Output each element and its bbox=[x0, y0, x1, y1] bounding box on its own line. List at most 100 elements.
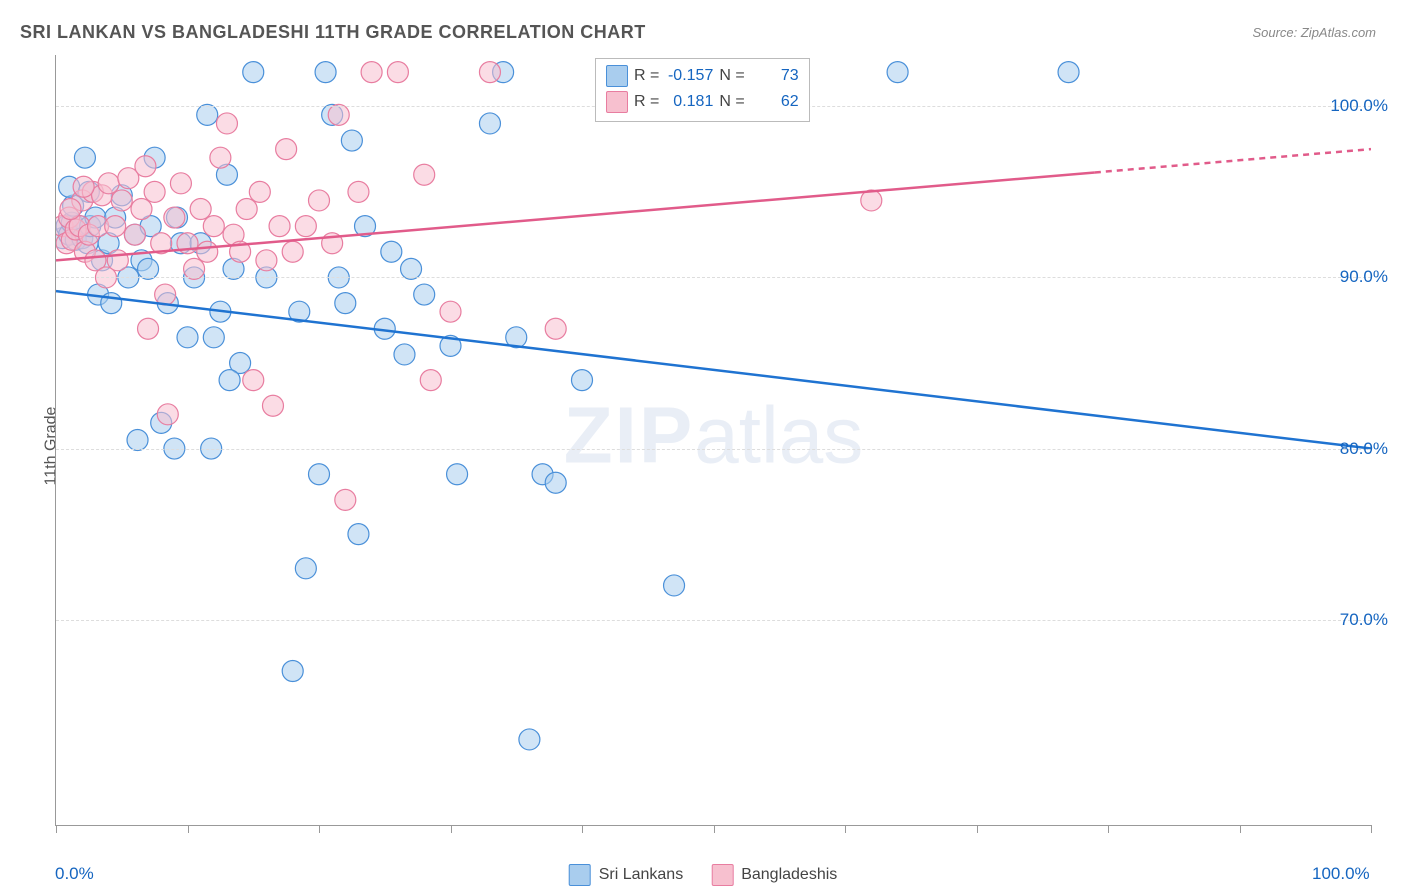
scatter-point bbox=[479, 62, 500, 83]
x-tick bbox=[188, 825, 189, 833]
legend-r-value: 0.181 bbox=[665, 93, 713, 111]
scatter-point bbox=[315, 62, 336, 83]
scatter-point bbox=[219, 370, 240, 391]
scatter-point bbox=[887, 62, 908, 83]
scatter-point bbox=[203, 216, 224, 237]
scatter-point bbox=[414, 284, 435, 305]
x-tick bbox=[845, 825, 846, 833]
scatter-point bbox=[394, 344, 415, 365]
scatter-point bbox=[249, 181, 270, 202]
scatter-point bbox=[1058, 62, 1079, 83]
x-tick-label: 100.0% bbox=[1312, 864, 1370, 884]
plot-svg bbox=[56, 55, 1371, 825]
legend-n-label: N = bbox=[719, 93, 744, 111]
legend-row: R = -0.157 N = 73 bbox=[606, 63, 799, 89]
x-tick bbox=[1240, 825, 1241, 833]
scatter-point bbox=[184, 258, 205, 279]
legend-series: Sri Lankans Bangladeshis bbox=[569, 864, 838, 886]
scatter-point bbox=[107, 250, 128, 271]
scatter-point bbox=[295, 216, 316, 237]
scatter-point bbox=[111, 190, 132, 211]
scatter-point bbox=[164, 207, 185, 228]
legend-item: Bangladeshis bbox=[711, 864, 837, 886]
scatter-point bbox=[282, 661, 303, 682]
scatter-point bbox=[135, 156, 156, 177]
scatter-point bbox=[197, 104, 218, 125]
legend-r-label: R = bbox=[634, 93, 659, 111]
gridline bbox=[56, 277, 1371, 278]
legend-n-value: 73 bbox=[751, 67, 799, 85]
scatter-point bbox=[138, 318, 159, 339]
scatter-point bbox=[335, 293, 356, 314]
x-tick bbox=[1371, 825, 1372, 833]
scatter-point bbox=[328, 104, 349, 125]
scatter-point bbox=[177, 327, 198, 348]
scatter-point bbox=[282, 241, 303, 262]
y-tick-label: 70.0% bbox=[1340, 610, 1388, 630]
scatter-point bbox=[170, 173, 191, 194]
scatter-point bbox=[348, 181, 369, 202]
scatter-point bbox=[545, 318, 566, 339]
scatter-point bbox=[447, 464, 468, 485]
y-tick-label: 100.0% bbox=[1330, 96, 1388, 116]
scatter-point bbox=[545, 472, 566, 493]
scatter-point bbox=[157, 404, 178, 425]
scatter-point bbox=[420, 370, 441, 391]
scatter-point bbox=[243, 62, 264, 83]
scatter-point bbox=[216, 113, 237, 134]
scatter-point bbox=[519, 729, 540, 750]
scatter-point bbox=[401, 258, 422, 279]
legend-correlation: R = -0.157 N = 73 R = 0.181 N = 62 bbox=[595, 58, 810, 122]
scatter-point bbox=[197, 241, 218, 262]
scatter-point bbox=[131, 199, 152, 220]
scatter-point bbox=[309, 190, 330, 211]
scatter-point bbox=[203, 327, 224, 348]
scatter-point bbox=[381, 241, 402, 262]
scatter-point bbox=[60, 199, 81, 220]
x-tick bbox=[1108, 825, 1109, 833]
scatter-point bbox=[210, 147, 231, 168]
scatter-point bbox=[262, 395, 283, 416]
legend-r-value: -0.157 bbox=[665, 67, 713, 85]
scatter-point bbox=[414, 164, 435, 185]
scatter-point bbox=[440, 301, 461, 322]
legend-n-value: 62 bbox=[751, 93, 799, 111]
scatter-point bbox=[138, 258, 159, 279]
chart-source: Source: ZipAtlas.com bbox=[1252, 25, 1376, 40]
scatter-point bbox=[74, 147, 95, 168]
scatter-point bbox=[572, 370, 593, 391]
scatter-point bbox=[98, 173, 119, 194]
scatter-point bbox=[479, 113, 500, 134]
legend-label: Sri Lankans bbox=[599, 866, 684, 884]
y-tick-label: 90.0% bbox=[1340, 267, 1388, 287]
scatter-point bbox=[190, 199, 211, 220]
scatter-point bbox=[105, 216, 126, 237]
x-tick bbox=[56, 825, 57, 833]
scatter-point bbox=[73, 176, 94, 197]
scatter-point bbox=[341, 130, 362, 151]
scatter-point bbox=[144, 181, 165, 202]
scatter-point bbox=[243, 370, 264, 391]
legend-n-label: N = bbox=[719, 67, 744, 85]
scatter-point bbox=[124, 224, 145, 245]
legend-swatch bbox=[606, 65, 628, 87]
scatter-point bbox=[256, 250, 277, 271]
y-tick-label: 80.0% bbox=[1340, 439, 1388, 459]
scatter-point bbox=[309, 464, 330, 485]
scatter-point bbox=[348, 524, 369, 545]
x-tick bbox=[319, 825, 320, 833]
legend-label: Bangladeshis bbox=[741, 866, 837, 884]
x-tick bbox=[582, 825, 583, 833]
scatter-point bbox=[295, 558, 316, 579]
plot-area: ZIPatlas bbox=[55, 55, 1371, 826]
scatter-point bbox=[361, 62, 382, 83]
scatter-point bbox=[236, 199, 257, 220]
x-tick bbox=[714, 825, 715, 833]
scatter-point bbox=[335, 489, 356, 510]
scatter-point bbox=[155, 284, 176, 305]
legend-row: R = 0.181 N = 62 bbox=[606, 89, 799, 115]
x-tick-label: 0.0% bbox=[55, 864, 94, 884]
legend-swatch bbox=[711, 864, 733, 886]
scatter-point bbox=[127, 430, 148, 451]
trend-line-extrapolated bbox=[1095, 149, 1371, 172]
